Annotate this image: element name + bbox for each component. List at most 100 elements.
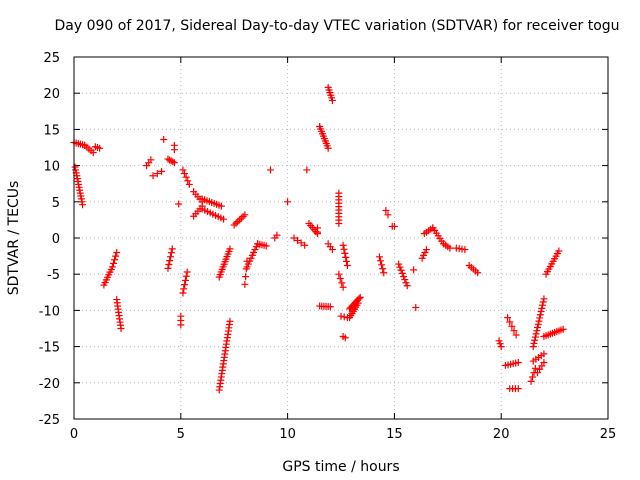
data-point [343, 257, 351, 265]
axis-ticks: 0 5 10 15 20 25 -25 -20 -15 -10 -5 0 5 10 15 20 25 [39, 51, 617, 442]
data-point [237, 214, 245, 222]
data-point [504, 314, 512, 322]
y-tick-label: 15 [43, 123, 60, 138]
data-point [540, 295, 548, 303]
chart-title: Day 090 of 2017, Sidereal Day-to-day VTE… [54, 18, 619, 34]
data-point [410, 266, 418, 274]
data-point [446, 244, 454, 252]
y-tick-label: 25 [43, 51, 60, 66]
data-point [179, 289, 187, 297]
x-tick-label: 10 [279, 427, 296, 442]
data-point [226, 317, 234, 325]
data-point [297, 239, 305, 247]
data-point [273, 231, 281, 239]
data-point [380, 269, 388, 277]
data-point [339, 241, 347, 249]
data-point [301, 241, 309, 249]
data-point [396, 263, 404, 271]
y-tick-label: -15 [39, 341, 60, 356]
data-point [559, 325, 567, 333]
data-point [537, 308, 545, 316]
data-point [534, 323, 542, 331]
y-tick-label: -20 [39, 377, 60, 392]
x-tick-label: 20 [493, 427, 510, 442]
data-point [241, 211, 249, 219]
data-point [314, 228, 322, 236]
y-tick-label: -25 [39, 413, 60, 428]
y-tick-label: 20 [43, 87, 60, 102]
data-point [236, 216, 244, 224]
data-point [461, 246, 469, 254]
data-point [326, 303, 334, 311]
x-tick-label: 15 [386, 427, 403, 442]
data-point [110, 259, 118, 267]
data-point [397, 266, 405, 274]
data-point [379, 265, 387, 273]
data-point [113, 248, 121, 256]
data-point [378, 261, 386, 269]
data-point [531, 364, 539, 372]
x-tick-label: 5 [177, 427, 185, 442]
data-point [384, 211, 392, 219]
data-point [337, 312, 345, 320]
y-tick-label: -5 [47, 268, 60, 283]
data-point [514, 385, 522, 393]
y-tick-label: 5 [52, 196, 60, 211]
data-point [168, 245, 176, 253]
data-point [147, 156, 155, 164]
data-point [170, 146, 178, 154]
data-point [497, 343, 505, 351]
data-point [294, 236, 302, 244]
data-point [538, 301, 546, 309]
data-point [112, 252, 120, 260]
grid-lines [74, 57, 608, 419]
data-point [529, 373, 537, 381]
data-point [382, 206, 390, 214]
data-point [181, 170, 189, 178]
data-point [166, 257, 174, 265]
data-point [354, 299, 362, 307]
data-point [267, 166, 275, 174]
data-point [342, 253, 350, 261]
data-point [375, 253, 383, 261]
data-point [395, 260, 403, 268]
data-point [341, 249, 349, 257]
data-point [340, 245, 348, 253]
data-point [242, 273, 250, 281]
data-point [175, 200, 183, 208]
data-point [403, 282, 411, 290]
data-point [377, 257, 385, 265]
data-point [108, 263, 116, 271]
data-point [530, 339, 538, 347]
data-point [111, 256, 119, 264]
data-point [217, 202, 225, 210]
data-point [165, 260, 173, 268]
data-point [398, 269, 406, 277]
data-point [555, 247, 563, 255]
data-point [400, 272, 408, 280]
data-point [226, 245, 234, 253]
data-point [234, 218, 242, 226]
y-tick-label: 10 [43, 160, 60, 175]
data-point [336, 275, 344, 283]
y-tick-label: 0 [52, 232, 60, 247]
data-point [412, 304, 420, 312]
data-point [355, 295, 363, 303]
data-point [422, 246, 430, 254]
data-point [160, 136, 168, 144]
data-point [164, 264, 172, 272]
data-point [185, 180, 193, 188]
data-point [335, 270, 343, 278]
data-point [182, 173, 190, 181]
data-point [536, 311, 544, 319]
data-point [167, 253, 175, 261]
data-point [540, 359, 548, 367]
data-point [533, 327, 541, 335]
data-point [474, 269, 482, 277]
data-point [338, 279, 346, 287]
data-point [538, 304, 546, 312]
data-point [531, 336, 539, 344]
data-point [96, 144, 104, 152]
plot-frame [73, 56, 609, 420]
